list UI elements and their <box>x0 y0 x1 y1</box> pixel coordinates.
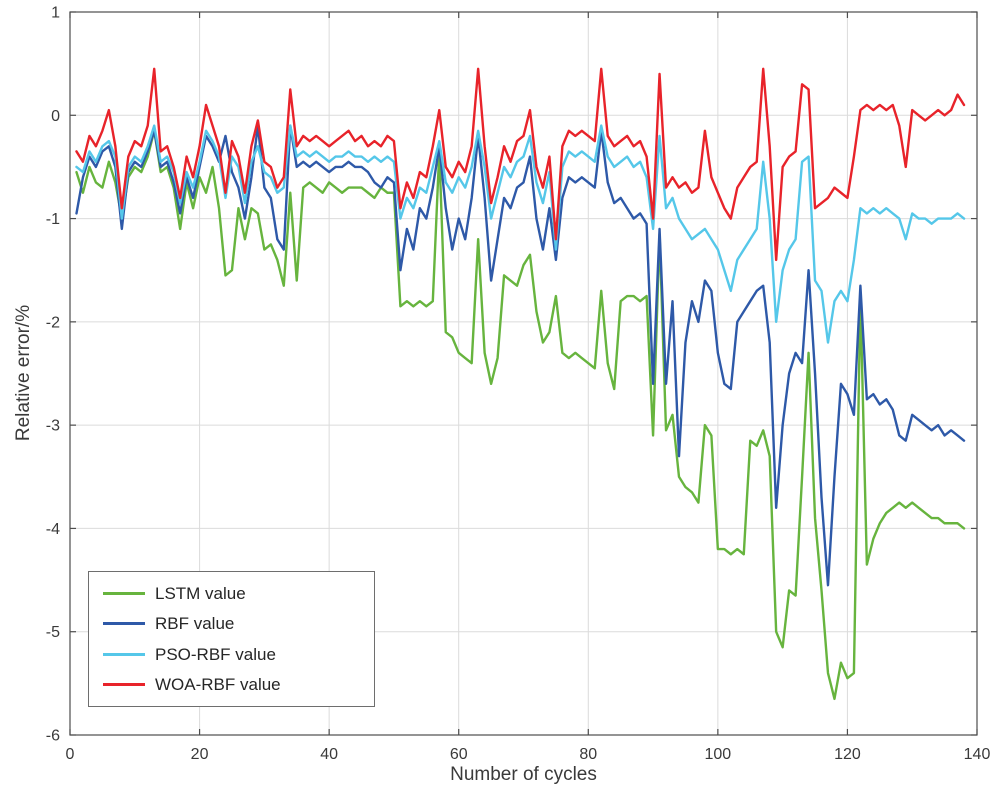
pso-rbf-line-swatch <box>103 652 145 656</box>
x-tick-label: 120 <box>834 746 861 763</box>
lstm-line-swatch <box>103 591 145 595</box>
legend-label-lstm: LSTM value <box>155 583 246 603</box>
legend-item-pso-rbf: PSO-RBF value <box>103 646 374 663</box>
series-line-rbf-value <box>75 124 966 587</box>
y-tick-label: -6 <box>46 728 60 745</box>
y-axis-label: Relative error/% <box>13 304 34 442</box>
x-tick-label: 80 <box>579 746 597 763</box>
y-tick-label: -4 <box>46 521 60 538</box>
x-tick-label: 100 <box>705 746 732 763</box>
y-tick-label: 1 <box>51 5 60 22</box>
x-tick-label: 40 <box>320 746 338 763</box>
y-tick-label: -1 <box>46 211 60 228</box>
rbf-line-swatch <box>103 622 145 626</box>
series-line-woa-rbf-value <box>75 67 966 262</box>
x-axis-label: Number of cycles <box>450 764 597 785</box>
legend-item-lstm: LSTM value <box>103 585 374 602</box>
legend: LSTM value RBF value PSO-RBF value WOA-R… <box>88 571 375 707</box>
series-line-pso-rbf-value <box>75 124 966 344</box>
axes-box <box>69 11 978 736</box>
x-tick-label: 0 <box>66 746 75 763</box>
series-line-lstm-value <box>75 129 966 701</box>
y-tick-label: -3 <box>46 418 60 435</box>
x-tick-label: 60 <box>450 746 468 763</box>
legend-label-woa-rbf: WOA-RBF value <box>155 675 281 695</box>
y-tick-label: -5 <box>46 624 60 641</box>
legend-item-rbf: RBF value <box>103 615 374 632</box>
y-tick-label: -2 <box>46 314 60 331</box>
x-tick-label: 140 <box>964 746 991 763</box>
legend-label-pso-rbf: PSO-RBF value <box>155 644 276 664</box>
y-tick-label: 0 <box>51 108 60 125</box>
legend-label-rbf: RBF value <box>155 614 235 634</box>
x-tick-label: 20 <box>191 746 209 763</box>
legend-item-woa-rbf: WOA-RBF value <box>103 676 374 693</box>
woa-rbf-line-swatch <box>103 683 145 687</box>
